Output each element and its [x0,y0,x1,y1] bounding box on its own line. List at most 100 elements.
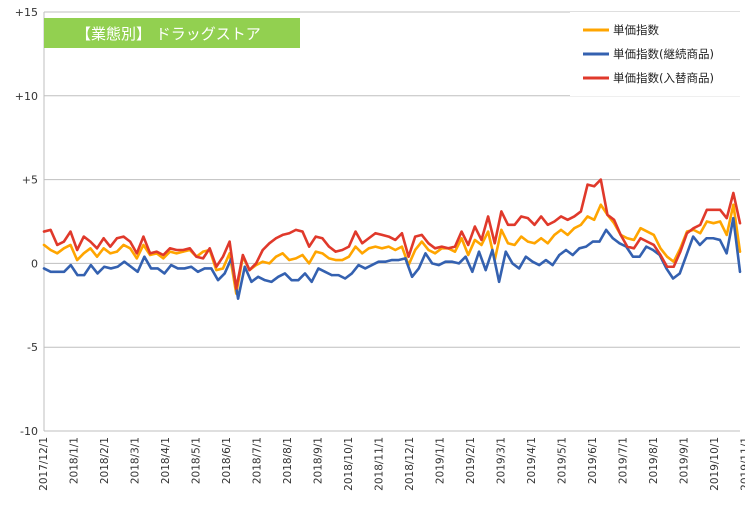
y-tick-label: -10 [20,425,38,438]
data-point-series-1 [685,254,687,256]
data-point-series-0 [162,257,164,259]
x-tick-label: 2019/1/1 [435,437,447,484]
data-point-series-2 [494,242,496,244]
data-point-series-1 [130,266,132,268]
data-point-series-1 [384,261,386,263]
data-point-series-1 [311,281,313,283]
x-tick-label: 2019/8/1 [648,437,660,484]
data-point-series-0 [726,234,728,236]
data-point-series-1 [458,262,460,264]
data-point-series-0 [414,249,416,251]
data-point-series-2 [666,266,668,268]
data-point-series-2 [235,287,237,289]
data-point-series-1 [364,267,366,269]
data-point-series-1 [578,247,580,249]
data-point-series-2 [673,266,675,268]
data-point-series-1 [317,267,319,269]
data-point-series-0 [103,247,105,249]
data-point-series-1 [304,272,306,274]
data-point-series-0 [732,204,734,206]
x-tick-label: 2019/5/1 [557,437,569,484]
data-point-series-1 [712,237,714,239]
x-tick-label: 2018/9/1 [313,437,325,484]
data-point-series-2 [560,215,562,217]
data-point-series-2 [606,214,608,216]
data-point-series-2 [421,234,423,236]
data-point-series-2 [282,234,284,236]
chart-title: 【業態別】 ドラッグストア [44,18,300,48]
y-tick-label: +10 [15,90,38,103]
data-point-series-1 [545,259,547,261]
data-point-series-2 [76,249,78,251]
data-point-series-0 [633,239,635,241]
data-point-series-1 [90,264,92,266]
data-point-series-2 [427,242,429,244]
data-point-series-2 [441,246,443,248]
data-point-series-2 [295,229,297,231]
legend-label-0: 単価指数 [613,23,659,37]
data-point-series-2 [706,209,708,211]
x-tick-label: 2018/10/1 [343,437,355,491]
data-point-series-0 [388,246,390,248]
data-point-series-2 [122,235,124,237]
data-point-series-1 [478,251,480,253]
x-tick-label: 2018/11/1 [374,437,386,491]
data-point-series-2 [414,235,416,237]
data-point-series-0 [136,257,138,259]
data-point-series-2 [726,217,728,219]
series-line-2 [44,180,740,289]
data-point-series-1 [565,249,567,251]
data-point-series-0 [394,249,396,251]
data-point-series-1 [163,272,165,274]
data-point-series-0 [262,261,264,263]
data-point-series-2 [116,237,118,239]
data-point-series-2 [202,257,204,259]
data-point-series-0 [341,259,343,261]
x-tick-label: 2019/7/1 [618,437,630,484]
data-point-series-0 [666,256,668,258]
data-point-series-0 [739,251,741,253]
data-point-series-1 [451,261,453,263]
data-point-series-2 [175,249,177,251]
data-point-series-0 [109,252,111,254]
data-point-series-1 [465,256,467,258]
data-point-series-1 [431,262,433,264]
data-point-series-0 [381,247,383,249]
x-tick-label: 2019/9/1 [679,437,691,484]
data-point-series-2 [248,269,250,271]
x-tick-label: 2018/1/1 [69,437,81,484]
data-point-series-2 [255,262,257,264]
data-point-series-0 [573,227,575,229]
data-point-series-2 [361,242,363,244]
data-point-series-2 [732,192,734,194]
data-point-series-1 [719,239,721,241]
data-point-series-0 [593,219,595,221]
data-point-series-2 [646,241,648,243]
data-point-series-2 [368,237,370,239]
data-point-series-2 [222,256,224,258]
data-point-series-1 [699,244,701,246]
x-tick-label: 2017/12/1 [38,437,50,491]
data-point-series-1 [291,279,293,281]
data-point-series-2 [381,234,383,236]
data-point-series-0 [89,247,91,249]
data-point-series-2 [600,179,602,181]
data-point-series-0 [421,241,423,243]
data-point-series-1 [605,229,607,231]
data-point-series-1 [244,266,246,268]
data-point-series-0 [361,252,363,254]
data-point-series-2 [454,246,456,248]
data-point-series-2 [401,232,403,234]
legend-label-2: 単価指数(入替商品) [613,71,714,85]
data-point-series-1 [371,264,373,266]
x-tick-label: 2019/6/1 [587,437,599,484]
data-point-series-0 [401,246,403,248]
data-point-series-1 [224,272,226,274]
data-point-series-2 [156,251,158,253]
data-point-series-2 [467,244,469,246]
data-point-series-1 [645,246,647,248]
data-point-series-0 [288,259,290,261]
data-point-series-2 [89,241,91,243]
data-point-series-2 [103,237,105,239]
data-point-series-0 [354,246,356,248]
